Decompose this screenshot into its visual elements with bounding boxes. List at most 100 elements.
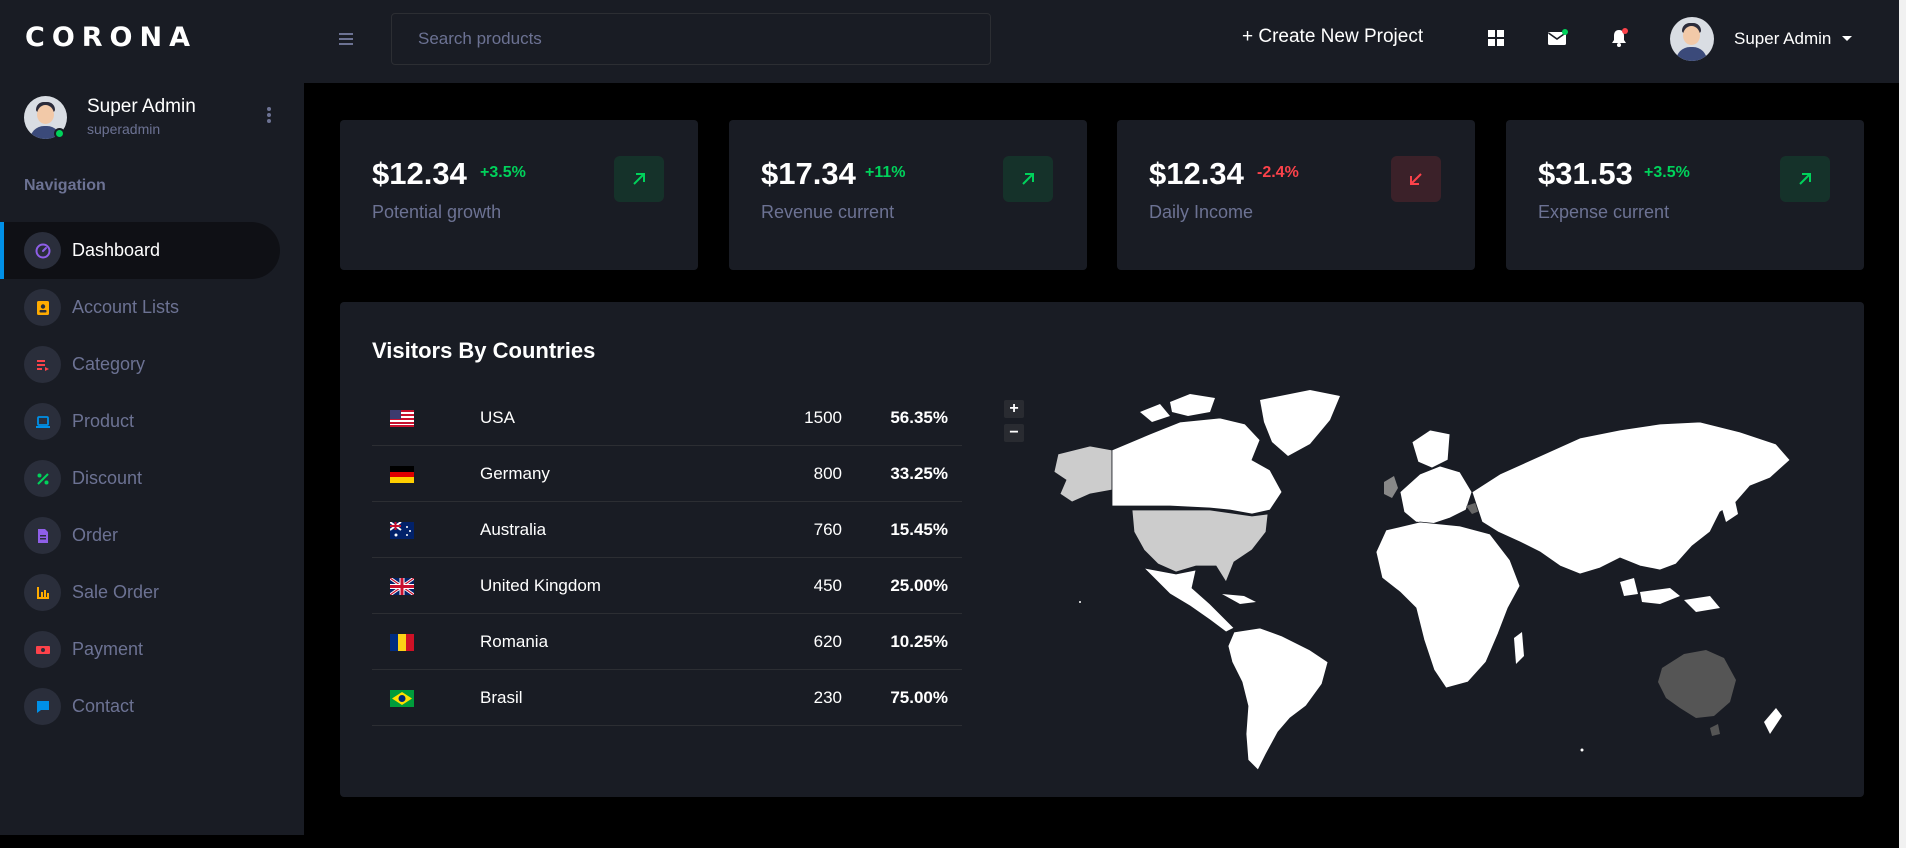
sidebar-item-account-lists[interactable]: Account Lists <box>0 279 280 336</box>
percent-icon <box>24 460 61 497</box>
arrow-up-right-icon <box>614 156 664 202</box>
panel-title: Visitors By Countries <box>372 338 596 363</box>
chat-icon <box>24 688 61 725</box>
sidebar-item-label: Product <box>72 411 135 431</box>
zoom-in-button[interactable]: + <box>1004 400 1024 418</box>
stat-value: $12.34 <box>372 156 467 191</box>
stat-value: $31.53 <box>1538 156 1633 191</box>
stat-value: $12.34 <box>1149 156 1244 191</box>
sidebar-item-label: Sale Order <box>72 582 160 602</box>
more-vertical-icon[interactable] <box>264 106 274 126</box>
country-name: Brasil <box>480 688 523 707</box>
visitor-count: 450 <box>813 576 842 595</box>
sidebar-item-label: Category <box>72 354 146 374</box>
speedometer-icon <box>24 232 61 269</box>
country-name: USA <box>480 408 515 427</box>
topbar-avatar[interactable] <box>1670 17 1714 61</box>
topbar-user-name[interactable]: Super Admin <box>1734 29 1832 48</box>
visitor-percent: 56.35% <box>890 408 948 427</box>
menu-toggle-icon[interactable] <box>339 33 353 45</box>
visitor-percent: 75.00% <box>890 688 948 707</box>
create-project-button[interactable]: + Create New Project <box>1242 26 1424 47</box>
laptop-icon <box>24 403 61 440</box>
mail-icon[interactable] <box>1546 26 1570 50</box>
visitor-count: 760 <box>813 520 842 539</box>
table-row: USA 1500 56.35% <box>372 390 962 446</box>
bar-chart-icon <box>24 574 61 611</box>
arrow-up-right-icon <box>1780 156 1830 202</box>
sidebar-item-discount[interactable]: Discount <box>0 450 280 507</box>
table-row: Romania 620 10.25% <box>372 614 962 670</box>
stat-card: $12.34 -2.4% Daily Income <box>1117 120 1475 270</box>
contact-card-icon <box>24 289 61 326</box>
grid-icon[interactable] <box>1484 26 1508 50</box>
stat-label: Revenue current <box>761 202 895 222</box>
sidebar-item-order[interactable]: Order <box>0 507 280 564</box>
profile-name: Super Admin <box>87 96 196 117</box>
divider <box>0 835 304 848</box>
online-status-dot <box>54 128 65 139</box>
sidebar-item-label: Dashboard <box>72 240 161 260</box>
page-scrollbar[interactable] <box>1899 0 1906 848</box>
de-flag-icon <box>390 466 414 483</box>
sidebar-item-sale-order[interactable]: Sale Order <box>0 564 280 621</box>
stat-label: Expense current <box>1538 202 1670 222</box>
sidebar-item-product[interactable]: Product <box>0 393 280 450</box>
avatar[interactable] <box>24 96 67 139</box>
sidebar-item-label: Account Lists <box>72 297 180 317</box>
visitor-count: 230 <box>813 688 842 707</box>
topbar: + Create New Project Super Admin <box>304 0 1899 83</box>
stat-card: $17.34 +11% Revenue current <box>729 120 1087 270</box>
visitor-count: 1500 <box>804 408 842 427</box>
sidebar-item-label: Order <box>72 525 119 545</box>
world-map[interactable] <box>1020 382 1820 772</box>
gb-flag-icon <box>390 578 414 595</box>
sidebar-item-category[interactable]: Category <box>0 336 280 393</box>
au-flag-icon <box>390 522 414 539</box>
stat-card: $31.53 +3.5% Expense current <box>1506 120 1864 270</box>
stat-change: +11% <box>865 164 906 181</box>
sidebar-item-contact[interactable]: Contact <box>0 678 280 735</box>
sidebar-item-label: Payment <box>72 639 144 659</box>
stat-change: +3.5% <box>1644 164 1690 181</box>
visitor-percent: 25.00% <box>890 576 948 595</box>
br-flag-icon <box>390 690 414 707</box>
visitors-table: USA 1500 56.35% Germany 800 33.25% Austr… <box>372 390 962 726</box>
money-icon <box>24 631 61 668</box>
ro-flag-icon <box>390 634 414 651</box>
stat-change: +3.5% <box>480 164 526 181</box>
playlist-icon <box>24 346 61 383</box>
stat-change: -2.4% <box>1257 164 1299 181</box>
bell-icon[interactable] <box>1608 26 1632 50</box>
document-icon <box>24 517 61 554</box>
visitors-panel: Visitors By Countries USA 1500 56.35% Ge… <box>340 302 1864 797</box>
country-name: United Kingdom <box>480 576 601 595</box>
sidebar-item-label: Contact <box>72 696 135 716</box>
visitor-percent: 10.25% <box>890 632 948 651</box>
nav-title: Navigation <box>24 177 106 194</box>
table-row: Brasil 230 75.00% <box>372 670 962 726</box>
brand-logo[interactable]: CORONA <box>25 22 198 53</box>
stat-label: Daily Income <box>1149 202 1254 222</box>
arrow-up-right-icon <box>1003 156 1053 202</box>
sidebar-item-dashboard[interactable]: Dashboard <box>0 222 280 279</box>
zoom-out-button[interactable]: − <box>1004 424 1024 442</box>
sidebar-item-label: Discount <box>72 468 143 488</box>
stat-value: $17.34 <box>761 156 856 191</box>
table-row: Germany 800 33.25% <box>372 446 962 502</box>
profile-handle: superadmin <box>87 121 161 137</box>
table-row: Australia 760 15.45% <box>372 502 962 558</box>
visitor-count: 800 <box>813 464 842 483</box>
chevron-down-icon[interactable] <box>1842 36 1852 41</box>
stat-label: Potential growth <box>372 202 502 222</box>
country-name: Australia <box>480 520 547 539</box>
visitor-count: 620 <box>813 632 842 651</box>
search-input[interactable] <box>391 13 991 65</box>
sidebar-profile: Super Admin superadmin <box>24 96 284 140</box>
us-flag-icon <box>390 410 414 427</box>
arrow-down-left-icon <box>1391 156 1441 202</box>
visitor-percent: 15.45% <box>890 520 948 539</box>
stat-card: $12.34 +3.5% Potential growth <box>340 120 698 270</box>
sidebar-item-payment[interactable]: Payment <box>0 621 280 678</box>
visitor-percent: 33.25% <box>890 464 948 483</box>
